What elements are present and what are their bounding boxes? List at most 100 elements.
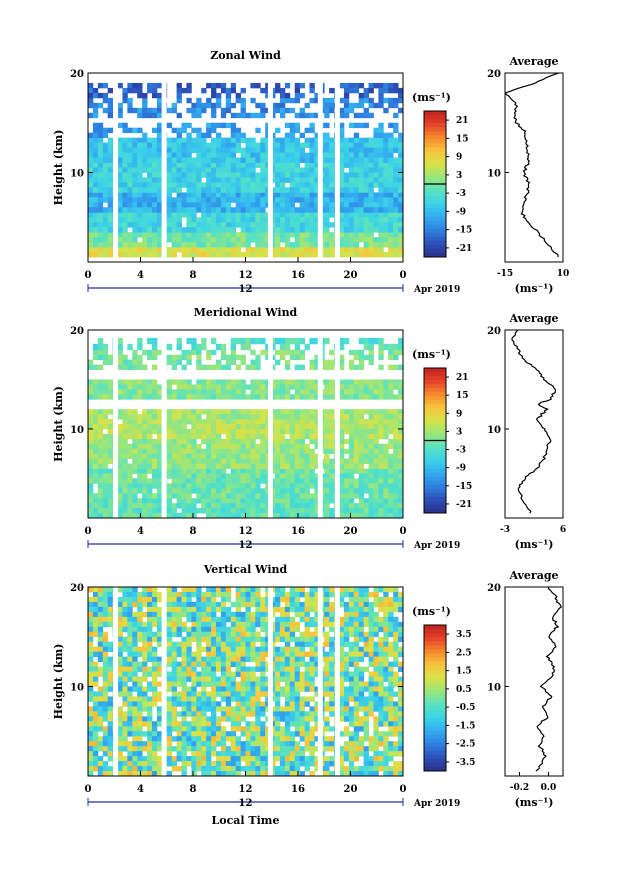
heatmap-cell bbox=[88, 746, 94, 752]
heatmap-cell bbox=[304, 242, 310, 248]
heatmap-cell bbox=[102, 438, 109, 445]
heatmap-cell bbox=[314, 414, 320, 420]
heatmap-cell bbox=[215, 508, 222, 514]
heatmap-cell bbox=[309, 419, 315, 425]
heatmap-cell bbox=[107, 247, 114, 253]
heatmap-cell bbox=[156, 468, 163, 474]
heatmap-cell bbox=[398, 364, 404, 370]
heatmap-cell bbox=[215, 192, 222, 198]
heatmap-cell bbox=[388, 87, 394, 94]
heatmap-cell bbox=[132, 419, 138, 425]
heatmap-cell bbox=[117, 438, 123, 445]
heatmap-cell bbox=[378, 182, 384, 188]
heatmap-cell bbox=[225, 656, 232, 662]
heatmap-cell bbox=[127, 611, 133, 618]
heatmap-cell bbox=[151, 676, 158, 682]
heatmap-cell bbox=[176, 152, 182, 158]
heatmap-cell bbox=[220, 87, 227, 94]
heatmap-cell bbox=[166, 671, 173, 677]
heatmap-cell bbox=[97, 122, 104, 129]
heatmap-cell bbox=[358, 503, 365, 509]
heatmap-cell bbox=[304, 162, 310, 168]
heatmap-cell bbox=[151, 701, 158, 707]
heatmap-cell bbox=[166, 343, 173, 351]
heatmap-cell bbox=[211, 197, 217, 203]
colorbar-bin bbox=[424, 123, 446, 128]
heatmap-cell bbox=[363, 488, 369, 494]
heatmap-cell bbox=[102, 222, 109, 228]
heatmap-cell bbox=[353, 142, 360, 148]
heatmap-cell bbox=[235, 646, 241, 653]
heatmap-cell bbox=[220, 448, 227, 455]
heatmap-cell bbox=[142, 217, 148, 223]
heatmap-cell bbox=[235, 771, 241, 777]
heatmap-cell bbox=[166, 433, 173, 440]
heatmap-cell bbox=[132, 716, 138, 722]
heatmap-cell bbox=[329, 152, 335, 158]
heatmap-cell bbox=[368, 503, 374, 509]
heatmap-cell bbox=[220, 343, 227, 351]
heatmap-cell bbox=[284, 187, 291, 193]
heatmap-cell bbox=[309, 122, 315, 129]
heatmap-cell bbox=[348, 242, 355, 248]
heatmap-cell bbox=[137, 611, 143, 618]
heatmap-cell bbox=[225, 428, 232, 435]
heatmap-cell bbox=[393, 443, 399, 450]
heatmap-cell bbox=[102, 157, 109, 163]
heatmap-cell bbox=[122, 379, 128, 385]
heatmap-cell bbox=[176, 379, 182, 385]
heatmap-cell bbox=[181, 721, 187, 727]
heatmap-cell bbox=[151, 587, 158, 593]
heatmap-cell bbox=[220, 177, 227, 183]
heatmap-cell bbox=[97, 177, 104, 183]
heatmap-cell bbox=[122, 458, 128, 464]
heatmap-cell bbox=[329, 409, 335, 415]
heatmap-cell bbox=[378, 142, 384, 148]
heatmap-cell bbox=[176, 428, 182, 435]
heatmap-cell bbox=[156, 711, 163, 717]
heatmap-cell bbox=[353, 187, 360, 193]
heatmap-cell bbox=[166, 736, 173, 742]
heatmap-cell bbox=[245, 636, 251, 643]
heatmap-cell bbox=[201, 666, 207, 672]
heatmap-cell bbox=[279, 343, 286, 351]
heatmap-cell bbox=[299, 508, 305, 514]
heatmap-cell bbox=[220, 686, 227, 692]
heatmap-cell bbox=[191, 453, 197, 460]
heatmap-cell bbox=[260, 177, 266, 183]
heatmap-cell bbox=[127, 419, 133, 425]
heatmap-cell bbox=[196, 379, 202, 385]
heatmap-cell bbox=[265, 394, 271, 400]
heatmap-cell bbox=[186, 646, 192, 653]
heatmap-cell bbox=[97, 409, 104, 415]
heatmap-cell bbox=[137, 187, 143, 193]
heatmap-cell bbox=[181, 252, 187, 258]
heatmap-cell bbox=[211, 761, 217, 767]
heatmap-cell bbox=[294, 414, 301, 420]
heatmap-cell bbox=[289, 419, 296, 425]
heatmap-cell bbox=[235, 92, 241, 99]
heatmap-cell bbox=[368, 137, 374, 144]
heatmap-cell bbox=[215, 601, 222, 608]
heatmap-cell bbox=[314, 394, 320, 400]
heatmap-cell bbox=[383, 177, 389, 183]
heatmap-cell bbox=[260, 409, 266, 415]
heatmap-cell bbox=[225, 696, 232, 702]
heatmap-cell bbox=[201, 503, 207, 509]
heatmap-cell bbox=[156, 122, 163, 129]
heatmap-cell bbox=[343, 82, 350, 89]
heatmap-cell bbox=[176, 488, 182, 494]
heatmap-cell bbox=[240, 716, 246, 722]
heatmap-cell bbox=[102, 197, 109, 203]
heatmap-cell bbox=[97, 92, 104, 99]
heatmap-cell bbox=[127, 127, 133, 134]
heatmap-cell bbox=[240, 651, 246, 658]
heatmap-cell bbox=[92, 433, 99, 440]
heatmap-cell bbox=[230, 82, 237, 89]
heatmap-cell bbox=[230, 468, 237, 474]
heatmap-cell bbox=[225, 513, 232, 519]
heatmap-cell bbox=[191, 448, 197, 455]
heatmap-cell bbox=[88, 87, 94, 94]
colorbar-bin bbox=[424, 244, 446, 250]
heatmap-cell bbox=[388, 349, 394, 356]
